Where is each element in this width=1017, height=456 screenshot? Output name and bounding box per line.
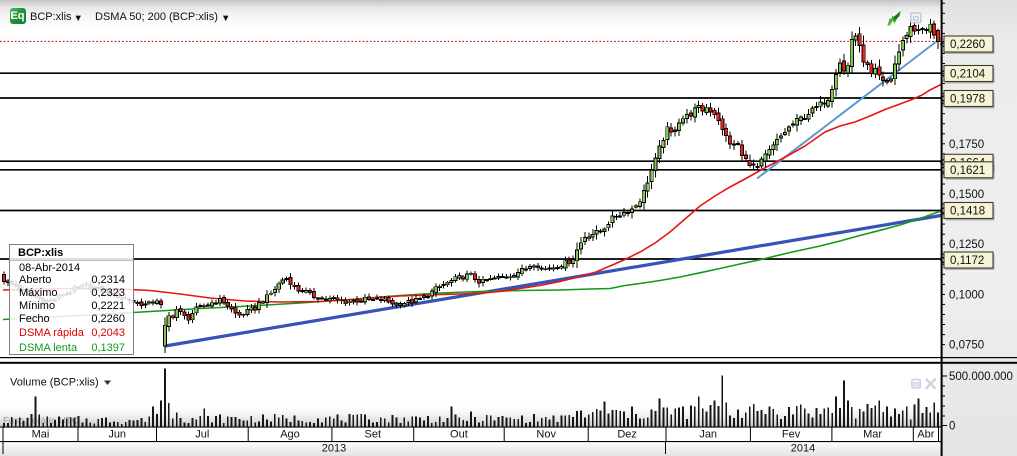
svg-text:Jul: Jul xyxy=(195,429,209,441)
svg-text:Out: Out xyxy=(450,429,468,441)
svg-text:Ago: Ago xyxy=(280,429,300,441)
svg-text:0,1250: 0,1250 xyxy=(949,239,984,251)
svg-text:0,1418: 0,1418 xyxy=(950,206,985,218)
svg-text:0,1621: 0,1621 xyxy=(950,165,985,177)
svg-text:Mai: Mai xyxy=(32,429,50,441)
svg-text:Nov: Nov xyxy=(536,429,556,441)
svg-text:2014: 2014 xyxy=(791,443,815,455)
svg-text:0,2260: 0,2260 xyxy=(950,39,985,51)
svg-text:Fev: Fev xyxy=(782,429,801,441)
svg-text:0,2104: 0,2104 xyxy=(950,69,986,81)
svg-text:0,1172: 0,1172 xyxy=(950,255,984,267)
svg-text:0,1500: 0,1500 xyxy=(949,189,984,201)
svg-text:2013: 2013 xyxy=(322,443,346,455)
svg-text:0: 0 xyxy=(949,421,955,433)
svg-text:Abr: Abr xyxy=(917,429,934,441)
svg-text:Jan: Jan xyxy=(699,429,717,441)
svg-text:0,0750: 0,0750 xyxy=(949,340,984,352)
svg-text:0,1750: 0,1750 xyxy=(949,139,984,151)
svg-text:Volume (BCP:xlis): Volume (BCP:xlis) xyxy=(10,377,99,389)
svg-text:Dez: Dez xyxy=(617,429,637,441)
svg-text:0,1978: 0,1978 xyxy=(950,94,985,106)
svg-text:Jun: Jun xyxy=(108,429,126,441)
svg-text:500.000.000: 500.000.000 xyxy=(949,371,1013,383)
svg-text:Mar: Mar xyxy=(863,429,882,441)
svg-text:0,1000: 0,1000 xyxy=(949,289,984,301)
svg-text:Set: Set xyxy=(365,429,382,441)
svg-text:Fuso horário UTC: Fuso horário UTC xyxy=(3,416,79,427)
